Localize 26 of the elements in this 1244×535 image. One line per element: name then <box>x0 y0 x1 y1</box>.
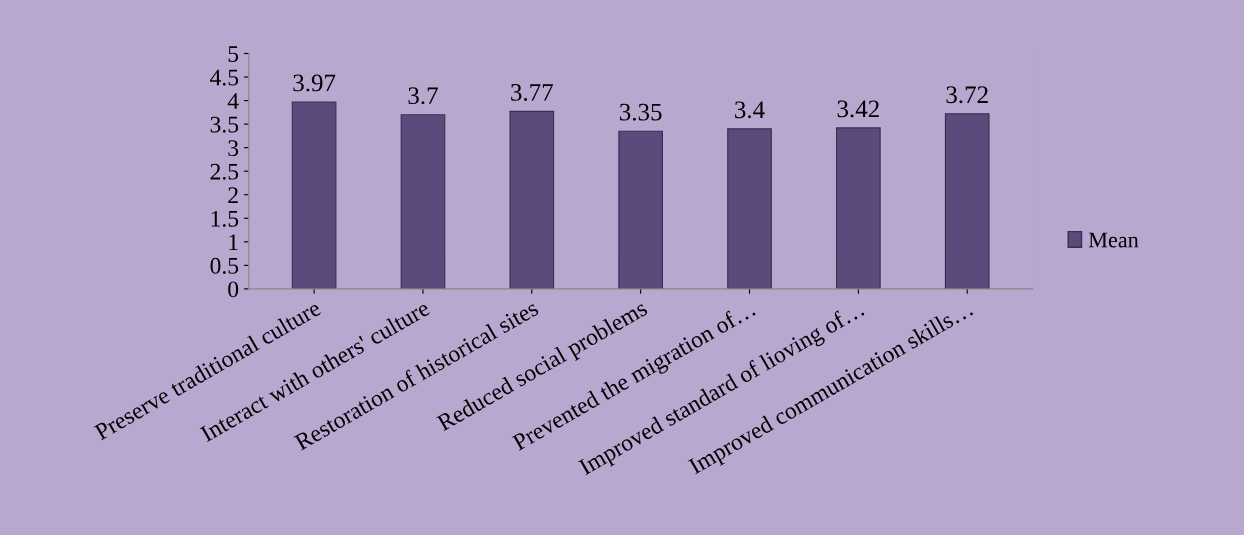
bar <box>836 127 881 289</box>
bar <box>291 101 337 289</box>
data-label: 3.4 <box>735 101 765 119</box>
y-tick-label: 3.5 <box>210 116 239 133</box>
y-tick-label: 1.5 <box>211 210 239 227</box>
data-label: 3.42 <box>837 100 879 118</box>
y-tick-label: 2.5 <box>210 163 239 180</box>
data-label: 3.97 <box>293 74 336 92</box>
y-tick-label: 0.5 <box>210 257 239 274</box>
bar <box>400 114 446 289</box>
bar <box>618 130 663 289</box>
bar <box>727 128 772 289</box>
y-tick-label: 1 <box>229 234 238 251</box>
bar <box>509 110 555 289</box>
y-tick-label: 4 <box>227 93 239 109</box>
legend-label: Mean <box>1088 232 1139 248</box>
data-label: 3.77 <box>511 83 553 101</box>
y-tick-label: 2 <box>228 187 238 203</box>
y-tick-label: 4.5 <box>210 69 239 86</box>
data-label: 3.7 <box>408 87 438 105</box>
data-label: 3.35 <box>619 103 662 121</box>
bar <box>944 113 990 289</box>
y-tick-label: 5 <box>228 46 239 62</box>
y-tick-label: 0 <box>228 281 239 298</box>
y-tick-label: 3 <box>228 140 239 157</box>
data-label: 3.72 <box>946 86 988 104</box>
